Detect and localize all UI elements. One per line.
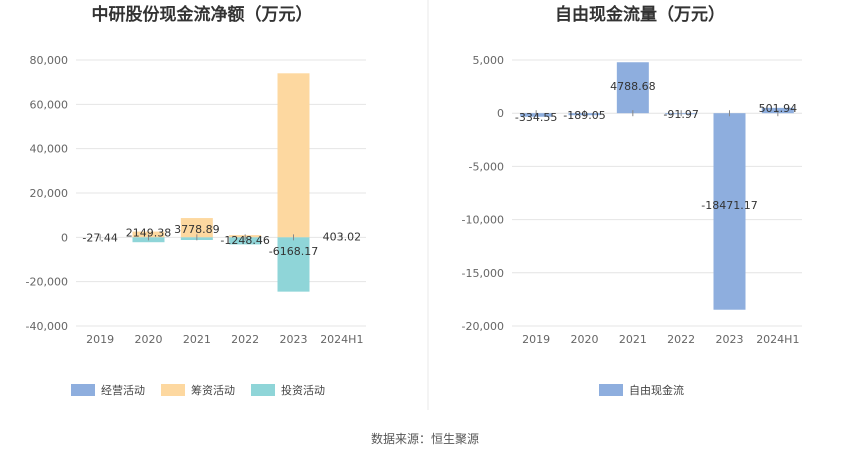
data-label: 3778.89 — [174, 223, 220, 236]
data-label: -6168.17 — [269, 245, 318, 258]
y-tick-label: -5,000 — [469, 160, 504, 173]
x-tick-label: 2024H1 — [320, 333, 363, 346]
x-tick-label: 2021 — [183, 333, 211, 346]
data-label: 4788.68 — [610, 80, 656, 93]
data-label: -91.97 — [663, 108, 698, 121]
x-tick-label: 2024H1 — [756, 333, 799, 346]
x-tick-label: 2022 — [667, 333, 695, 346]
data-label: 403.02 — [323, 230, 362, 243]
y-tick-label: 5,000 — [473, 54, 505, 67]
bar-筹资活动-2023 — [277, 73, 310, 238]
data-label: -189.05 — [563, 109, 605, 122]
x-tick-label: 2019 — [86, 333, 114, 346]
x-tick-label: 2023 — [280, 333, 308, 346]
y-tick-label: 20,000 — [30, 187, 69, 200]
x-tick-label: 2020 — [571, 333, 599, 346]
data-label: 2149.38 — [126, 227, 172, 240]
free-cash-flow-chart: 5,000 0 -5,000 -10,000 -15,000 -20,000 2019 202… — [462, 54, 802, 346]
legend-swatch — [71, 384, 95, 396]
y-tick-label: -20,000 — [26, 276, 68, 289]
data-label: 501.94 — [759, 102, 798, 115]
bar-自由现金流-2021 — [616, 62, 649, 114]
bar-投资活动-2023 — [277, 237, 310, 292]
data-label: -334.55 — [515, 111, 557, 124]
legend-label: 筹资活动 — [191, 383, 235, 397]
chart-title-right: 自由现金流量（万元） — [555, 4, 725, 25]
bar-筹资活动-2021 — [180, 218, 213, 238]
y-tick-label: -40,000 — [26, 320, 68, 333]
legend-label: 经营活动 — [101, 383, 145, 397]
source-note: 数据来源：恒生聚源 — [371, 431, 479, 446]
y-tick-label: -10,000 — [462, 214, 504, 227]
legend-swatch — [161, 384, 185, 396]
y-tick-label: 80,000 — [30, 54, 69, 67]
legend-left: 经营活动 筹资活动 投资活动 — [71, 383, 325, 397]
x-tick-label: 2019 — [522, 333, 550, 346]
cash-flow-net-chart: 80,000 60,000 40,000 20,000 0 -20,000 -40,000 2… — [26, 54, 366, 346]
y-tick-label: 0 — [61, 231, 68, 244]
legend-label: 投资活动 — [281, 383, 325, 397]
legend-swatch — [599, 384, 623, 396]
y-tick-label: -15,000 — [462, 267, 504, 280]
bar-自由现金流-2023 — [713, 113, 746, 310]
legend-swatch — [251, 384, 275, 396]
x-tick-label: 2021 — [619, 333, 647, 346]
legend-right: 自由现金流 — [599, 383, 684, 397]
legend-label: 自由现金流 — [629, 383, 684, 397]
chart-title-left: 中研股份现金流净额（万元） — [92, 4, 313, 25]
y-tick-label: 0 — [497, 107, 504, 120]
data-label: -18471.17 — [701, 199, 757, 212]
data-label: -1248.46 — [220, 234, 269, 247]
y-tick-label: 40,000 — [30, 143, 69, 156]
bar-投资活动-2022 — [229, 237, 262, 245]
x-tick-label: 2023 — [716, 333, 744, 346]
x-tick-label: 2020 — [135, 333, 163, 346]
x-tick-label: 2022 — [231, 333, 259, 346]
y-tick-label: 60,000 — [30, 98, 69, 111]
y-tick-label: -20,000 — [462, 320, 504, 333]
data-label: -27.44 — [82, 231, 117, 244]
